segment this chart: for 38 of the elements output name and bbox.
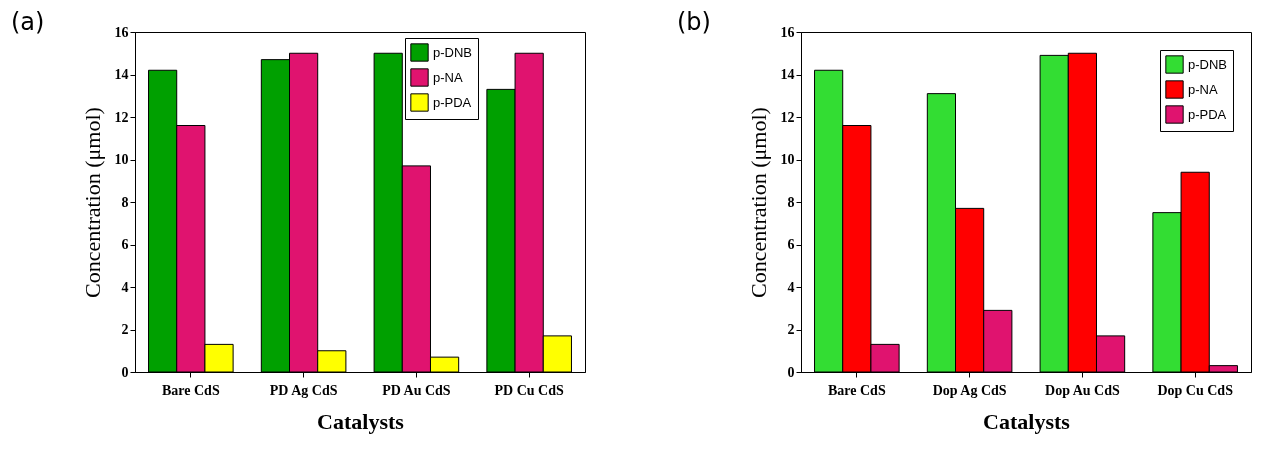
- y-tick-label: 12: [114, 109, 129, 125]
- legend-label: p-DNB: [433, 44, 473, 60]
- y-tick-label: 10: [114, 152, 129, 167]
- y-tick-label: 0: [787, 364, 795, 380]
- chart-title: (b): [677, 8, 711, 36]
- y-tick-label: 2: [121, 322, 129, 337]
- y-tick-label: 16: [780, 24, 795, 40]
- x-tick-label: PD Cu CdS: [494, 382, 564, 398]
- y-axis-title: Concentration (μmol): [79, 107, 105, 298]
- y-axis-title: Concentration (μmol): [745, 107, 771, 298]
- y-tick-label: 8: [121, 194, 129, 210]
- y-tick-label: 14: [114, 67, 129, 82]
- x-axis-title: Catalysts: [983, 408, 1071, 434]
- chart-title: (a): [11, 8, 45, 36]
- y-tick-label: 6: [121, 237, 129, 252]
- y-tick-label: 6: [787, 237, 795, 252]
- y-tick-label: 12: [780, 109, 795, 125]
- x-tick-label: PD Ag CdS: [269, 382, 338, 398]
- y-tick-label: 4: [121, 279, 129, 295]
- legend-label: p-NA: [433, 69, 463, 85]
- x-tick-label: Dop Ag CdS: [932, 382, 1007, 398]
- x-axis-title: Catalysts: [317, 408, 405, 434]
- legend-label: p-DNB: [1188, 56, 1228, 72]
- legend-label: p-PDA: [433, 94, 472, 110]
- y-tick-label: 16: [114, 24, 129, 40]
- legend-label: p-NA: [1188, 81, 1218, 97]
- y-tick-label: 4: [787, 279, 795, 295]
- x-tick-label: Bare CdS: [827, 382, 886, 398]
- x-tick-label: Bare CdS: [161, 382, 220, 398]
- legend-label: p-PDA: [1188, 106, 1227, 122]
- y-tick-label: 0: [121, 364, 129, 380]
- x-tick-label: Dop Au CdS: [1045, 382, 1120, 398]
- y-tick-label: 14: [780, 67, 795, 82]
- x-tick-label: Dop Cu CdS: [1157, 382, 1234, 398]
- y-tick-label: 8: [787, 194, 795, 210]
- y-tick-label: 10: [780, 152, 795, 167]
- x-tick-label: PD Au CdS: [382, 382, 451, 398]
- y-tick-label: 2: [787, 322, 795, 337]
